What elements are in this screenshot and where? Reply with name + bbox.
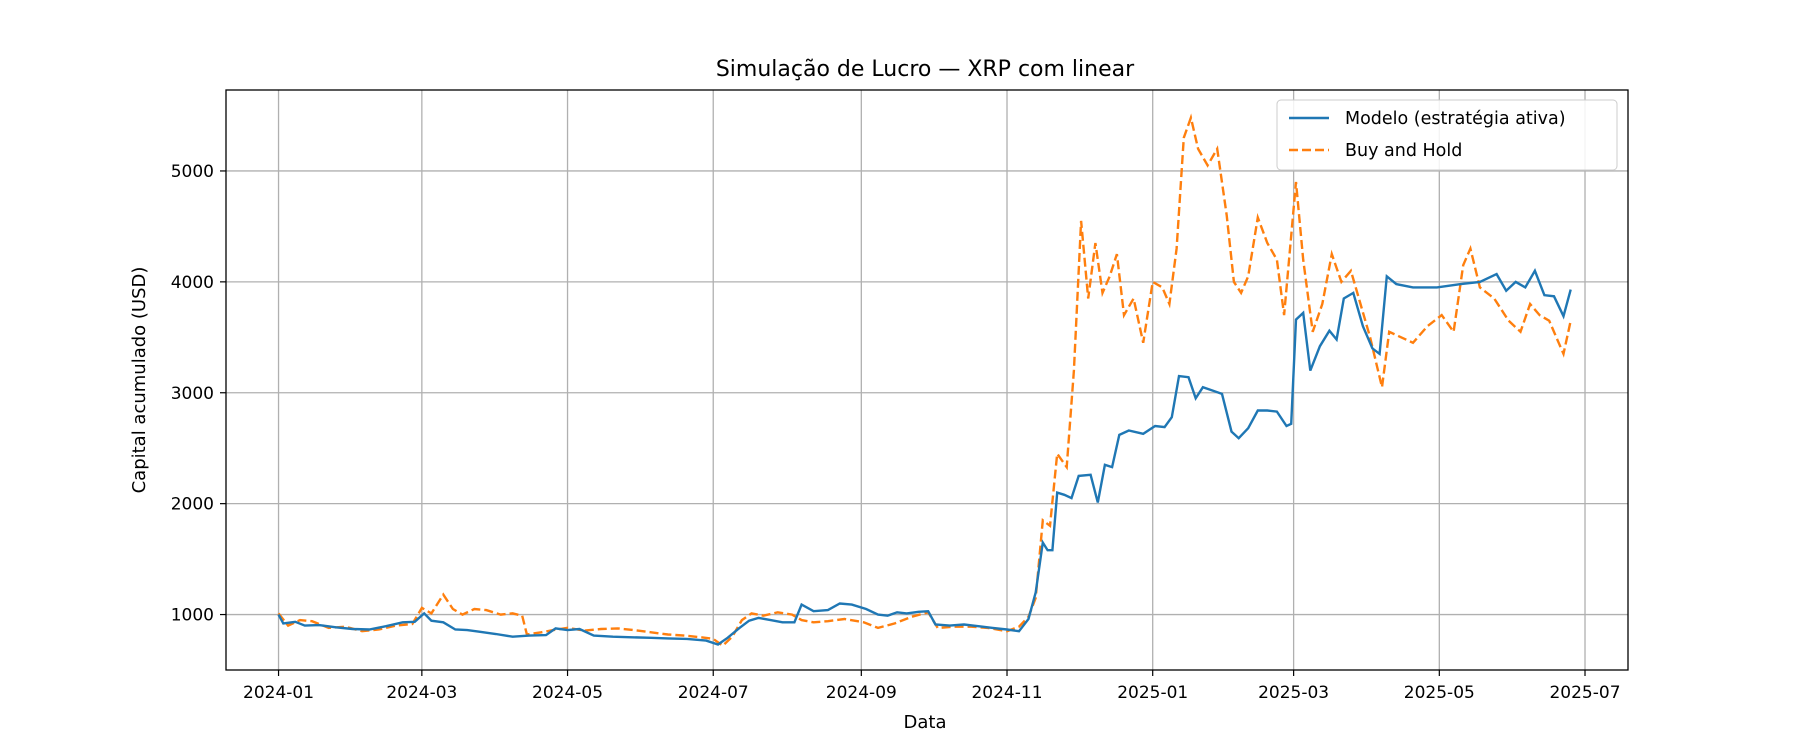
x-axis: 2024-01 2024-03 2024-05 2024-07 2024-09 2024-… [243,670,1621,703]
x-tick-label: 2024-01 [243,683,314,703]
legend-box [1276,99,1618,171]
grid [226,90,1628,670]
legend-label-modelo: Modelo (estratégia ativa) [1345,109,1566,129]
plot-area [277,113,1572,648]
x-tick-label: 2024-03 [386,683,457,703]
x-tick-label: 2025-01 [1117,683,1188,703]
x-tick-label: 2025-05 [1404,683,1475,703]
y-axis-label: Capital acumulado (USD) [129,267,150,494]
y-tick-label: 1000 [171,606,214,626]
x-tick-label: 2024-09 [826,683,897,703]
chart-title: Simulação de Lucro — XRP com linear [716,57,1135,82]
legend: Modelo (estratégia ativa) Buy and Hold [1276,99,1618,171]
x-tick-label: 2025-07 [1549,683,1620,703]
x-tick-label: 2025-03 [1258,683,1329,703]
x-axis-label: Data [904,712,947,733]
legend-label-buy-and-hold: Buy and Hold [1345,141,1462,161]
y-tick-label: 3000 [171,384,214,404]
axes-frame [225,89,1629,671]
y-axis: 1000 2000 3000 4000 5000 [171,162,226,626]
y-tick-label: 5000 [171,162,214,182]
y-tick-label: 2000 [171,495,214,515]
x-tick-label: 2024-05 [532,683,603,703]
y-tick-label: 4000 [171,273,214,293]
x-tick-label: 2024-11 [971,683,1042,703]
x-tick-label: 2024-07 [678,683,749,703]
series-line-buy-and-hold [277,113,1572,648]
series-line-modelo [277,268,1572,646]
